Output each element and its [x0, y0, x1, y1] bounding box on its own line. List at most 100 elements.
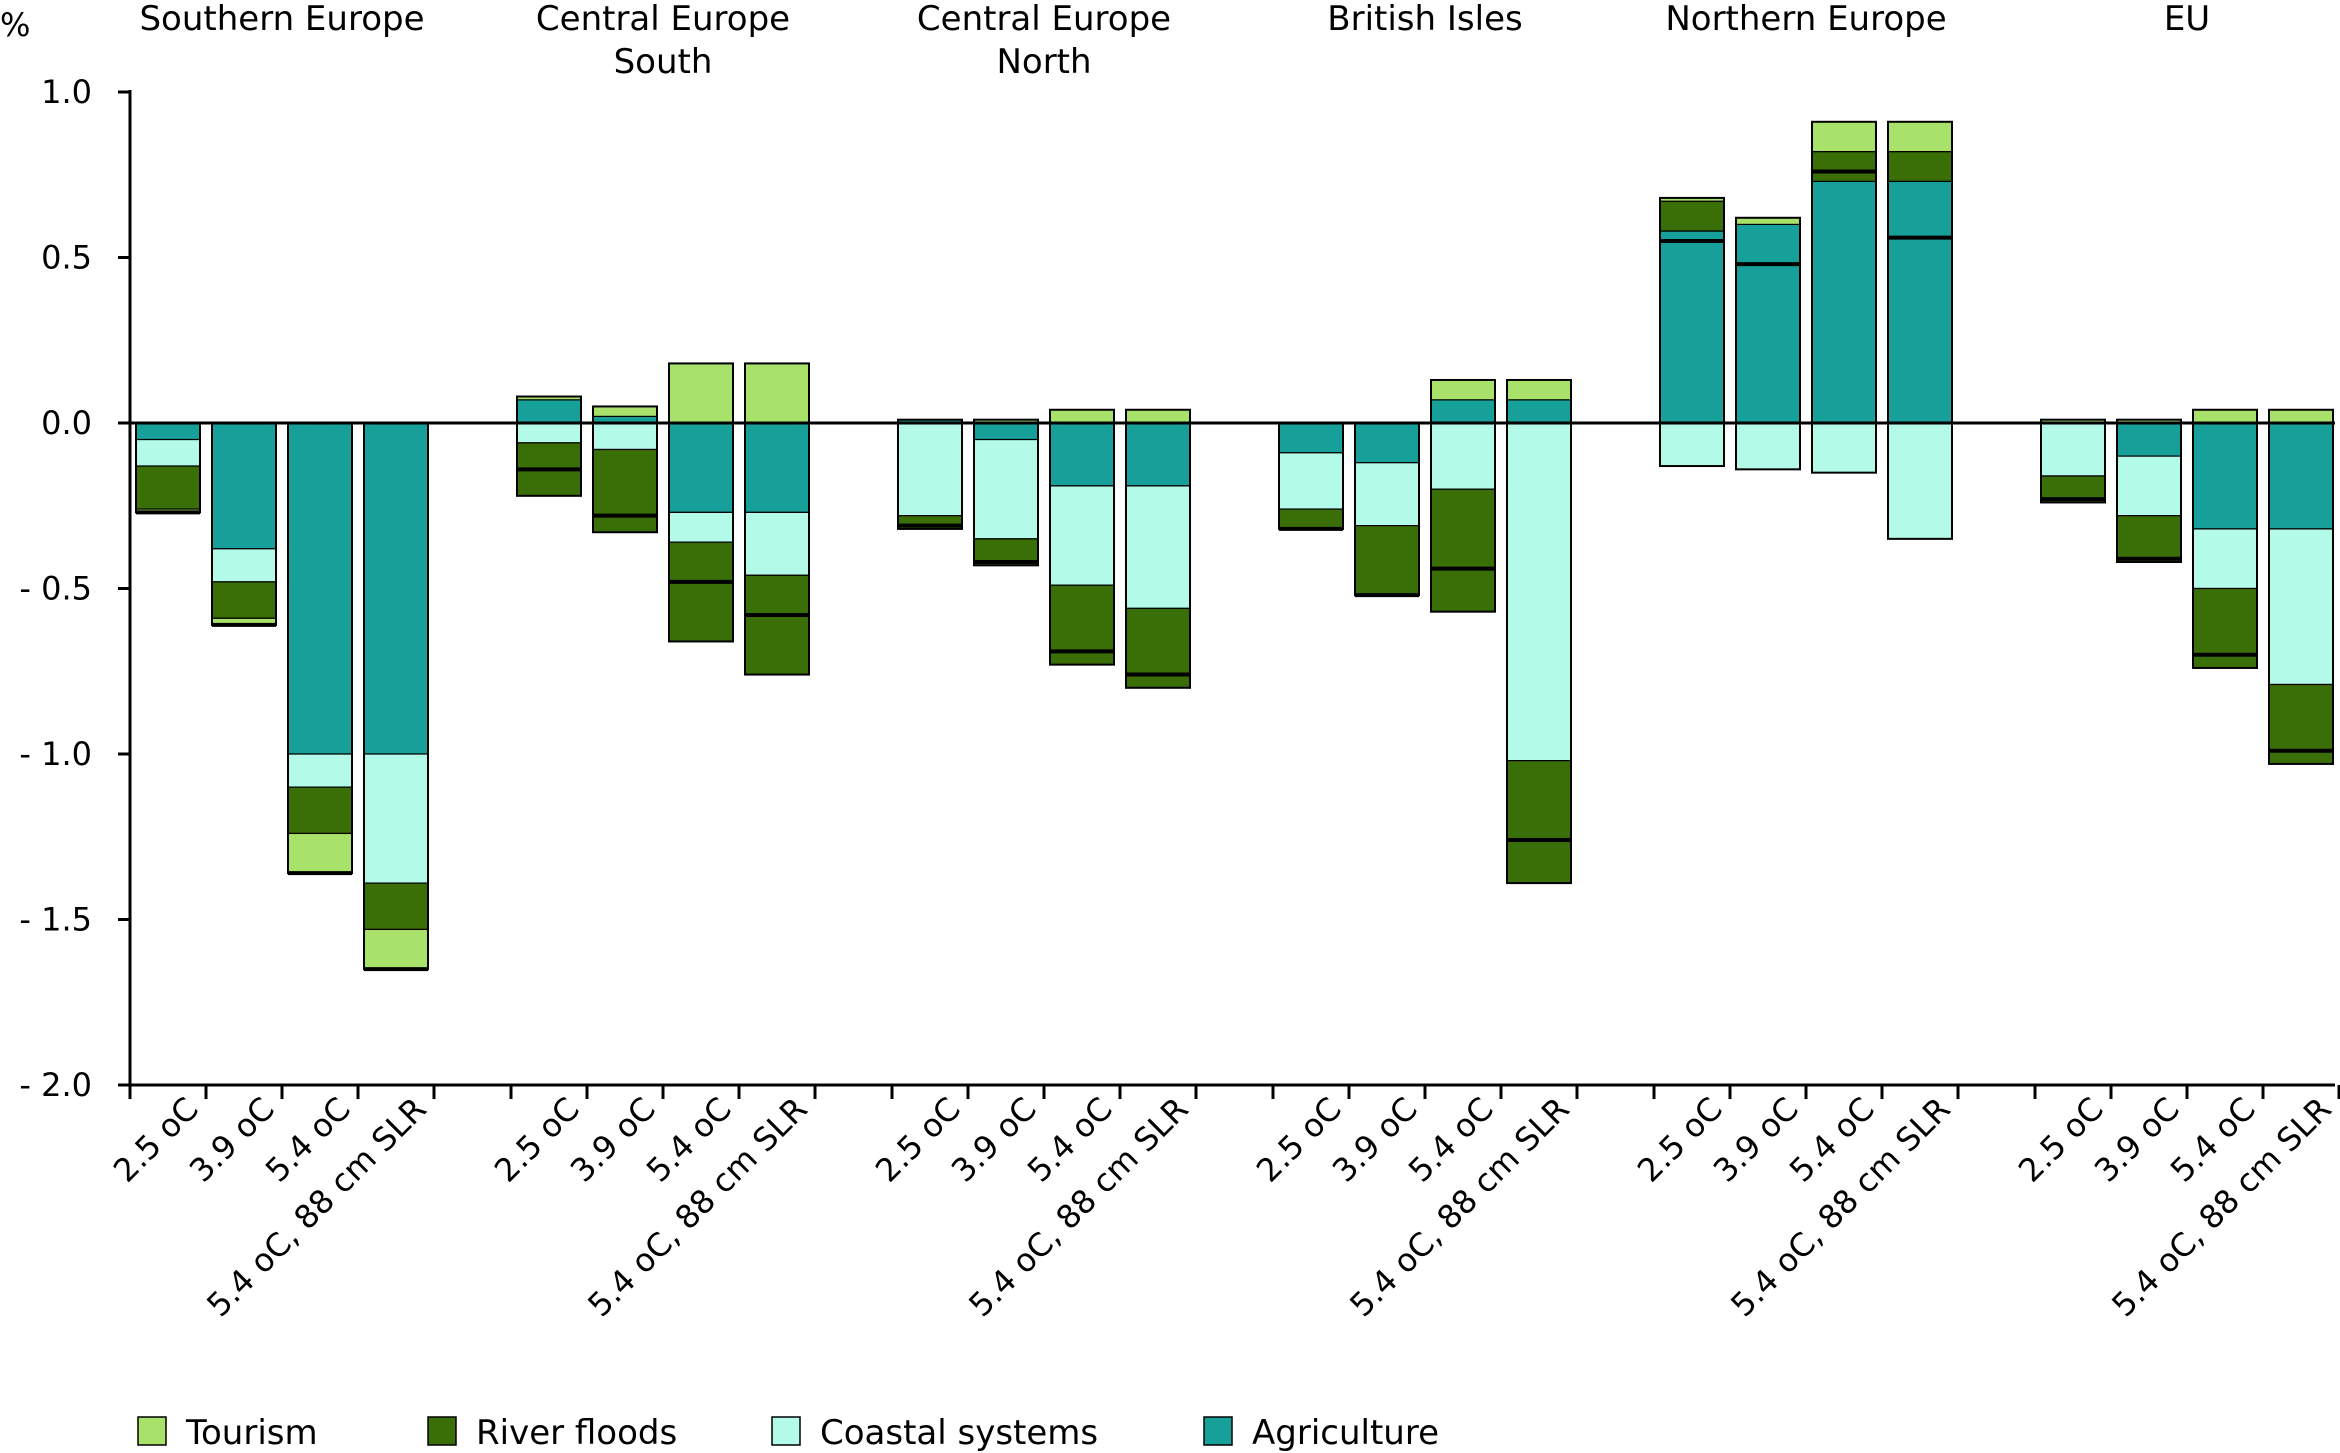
bar-outline: [2192, 408, 2258, 669]
bar-outline: [668, 362, 734, 643]
bar-segment-coastal-systems: [1659, 422, 1725, 467]
bar-segment-river-floods: [1430, 488, 1496, 613]
bar-segment-agriculture: [744, 422, 810, 513]
x-category-label: 2.5 oC: [106, 1090, 206, 1190]
legend-swatch-agriculture: [1203, 1416, 1233, 1446]
bar-segment-river-floods: [668, 541, 734, 643]
bar-segment-agriculture: [363, 422, 429, 755]
bar-segment-coastal-systems: [211, 548, 277, 583]
bar-outline: [1506, 378, 1572, 885]
group-label: British Isles: [1327, 0, 1522, 39]
bar-segment-river-floods: [1278, 508, 1344, 530]
group-label: Central Europe: [917, 0, 1171, 39]
x-category-label: 3.9 oC: [182, 1090, 282, 1190]
bar-segment-tourism: [592, 405, 658, 417]
bar-segment-coastal-systems: [1278, 452, 1344, 510]
bar-segment-river-floods: [135, 465, 201, 510]
group-label: Northern Europe: [1665, 0, 1946, 39]
legend-label: Coastal systems: [820, 1413, 1098, 1453]
x-category-label: 2.5 oC: [1630, 1090, 1730, 1190]
bar-segment-agriculture: [1887, 180, 1953, 424]
bar-segment-agriculture: [973, 422, 1039, 441]
bar-outline: [744, 362, 810, 676]
bar-segment-river-floods: [1354, 525, 1420, 596]
bar-segment-tourism: [1506, 379, 1572, 401]
bar-outline: [1735, 216, 1801, 471]
bar-segment-coastal-systems: [1735, 422, 1801, 470]
x-category-label: 2.5 oC: [2011, 1090, 2111, 1190]
x-category-label: 3.9 oC: [944, 1090, 1044, 1190]
group-label: Central Europe: [536, 0, 790, 39]
bar-segment-coastal-systems: [1887, 422, 1953, 540]
bar-outline: [897, 418, 963, 530]
bar-segment-agriculture: [1506, 399, 1572, 424]
legend-swatch-coastal-systems: [771, 1416, 801, 1446]
bar-outline: [1049, 408, 1115, 666]
bar-outline: [1887, 120, 1953, 540]
bar-segment-tourism: [1887, 121, 1953, 153]
bar-segment-coastal-systems: [1354, 462, 1420, 527]
bar-segment-agriculture: [668, 422, 734, 513]
bar-segment-river-floods: [1887, 150, 1953, 182]
bar-outline: [2268, 408, 2334, 765]
bar-segment-coastal-systems: [287, 753, 353, 788]
bar-outline: [592, 405, 658, 534]
bar-segment-tourism: [668, 362, 734, 424]
bar-segment-agriculture: [1049, 422, 1115, 487]
bar-segment-coastal-systems: [668, 511, 734, 543]
legend-label: Tourism: [185, 1413, 318, 1453]
bar-segment-coastal-systems: [592, 422, 658, 451]
bar-segment-tourism: [1430, 379, 1496, 401]
bar-segment-river-floods: [1811, 150, 1877, 182]
bar-segment-agriculture: [1354, 422, 1420, 464]
bar-segment-river-floods: [592, 448, 658, 533]
bar-segment-river-floods: [363, 882, 429, 931]
bar-segment-coastal-systems: [135, 438, 201, 467]
bar-outline: [1125, 408, 1191, 689]
y-tick-label: - 1.5: [19, 901, 92, 939]
x-category-label: 3.9 oC: [563, 1090, 663, 1190]
y-axis-label: %: [0, 6, 30, 44]
x-category-label: 2.5 oC: [487, 1090, 587, 1190]
y-tick-label: - 0.5: [19, 570, 92, 608]
bar-segment-tourism: [2268, 409, 2334, 424]
group-label: Southern Europe: [139, 0, 424, 39]
bar-outline: [2116, 418, 2182, 564]
bar-segment-agriculture: [2116, 422, 2182, 457]
bar-segment-agriculture: [287, 422, 353, 755]
bar-segment-coastal-systems: [897, 422, 963, 517]
bar-segment-coastal-systems: [1811, 422, 1877, 474]
bar-segment-tourism: [1811, 121, 1877, 153]
x-category-label: 3.9 oC: [1706, 1090, 1806, 1190]
bar-outline: [1659, 196, 1725, 468]
x-category-label: 3.9 oC: [1325, 1090, 1425, 1190]
bar-segment-coastal-systems: [744, 511, 810, 576]
bar-segment-tourism: [744, 362, 810, 424]
bar-segment-coastal-systems: [2268, 528, 2334, 686]
group-label: South: [614, 42, 713, 82]
bar-segment-river-floods: [1506, 760, 1572, 884]
bar-segment-river-floods: [2116, 515, 2182, 563]
bar-segment-coastal-systems: [973, 438, 1039, 540]
bar-segment-agriculture: [1659, 230, 1725, 424]
bar-outline: [973, 418, 1039, 567]
bar-segment-coastal-systems: [2116, 455, 2182, 517]
legend-label: River floods: [476, 1413, 677, 1453]
bar-segment-tourism: [2192, 409, 2258, 424]
bar-segment-coastal-systems: [516, 422, 582, 444]
bar-outline: [516, 395, 582, 497]
bar-segment-agriculture: [516, 399, 582, 424]
bar-segment-coastal-systems: [363, 753, 429, 884]
bar-segment-river-floods: [287, 786, 353, 835]
bar-segment-river-floods: [1659, 200, 1725, 232]
x-category-label: 2.5 oC: [868, 1090, 968, 1190]
legend-swatch-tourism: [137, 1416, 167, 1446]
bar-segment-tourism: [1049, 409, 1115, 424]
bar-segment-coastal-systems: [1430, 422, 1496, 490]
bar-outline: [1430, 378, 1496, 613]
bar-segment-agriculture: [135, 422, 201, 441]
legend-label: Agriculture: [1252, 1413, 1439, 1453]
x-category-label: 2.5 oC: [1249, 1090, 1349, 1190]
bar-segment-coastal-systems: [1506, 422, 1572, 762]
